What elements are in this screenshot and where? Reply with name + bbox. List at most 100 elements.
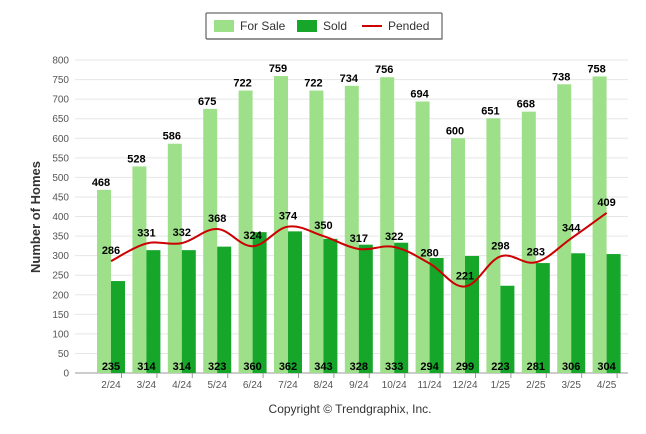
for-sale-bar — [451, 138, 465, 373]
sold-value-label: 281 — [527, 361, 545, 373]
sold-bar — [323, 238, 338, 373]
legend: For Sale Sold Pended — [205, 12, 443, 40]
sold-bar — [571, 253, 586, 373]
sold-bar — [358, 244, 373, 373]
bars — [97, 76, 621, 374]
pended-value-label: 350 — [314, 220, 332, 232]
y-tick-label: 500 — [52, 173, 69, 184]
for-sale-bar — [380, 77, 395, 373]
pended-value-label: 283 — [527, 246, 545, 258]
y-tick-label: 150 — [52, 310, 69, 321]
y-tick-label: 200 — [52, 290, 69, 301]
y-tick-label: 450 — [52, 192, 69, 203]
for-sale-value-label: 600 — [446, 125, 464, 137]
for-sale-bar — [167, 143, 182, 373]
pended-value-label: 322 — [385, 231, 403, 243]
x-tick-label: 8/24 — [314, 380, 334, 391]
x-tick-label: 6/24 — [243, 380, 263, 391]
sold-bar — [217, 246, 232, 373]
y-tick-label: 750 — [52, 75, 69, 86]
for-sale-value-label: 694 — [410, 88, 429, 100]
x-tick-label: 2/25 — [526, 380, 546, 391]
pended-value-label: 324 — [243, 230, 262, 242]
sold-value-label: 323 — [208, 361, 226, 373]
pended-value-label: 286 — [102, 245, 120, 257]
sold-value-label: 343 — [314, 361, 332, 373]
x-tick-label: 3/25 — [561, 380, 581, 391]
legend-label: Pended — [388, 19, 429, 33]
for-sale-bar — [203, 108, 218, 373]
pended-value-label: 409 — [597, 197, 615, 209]
sold-value-label: 328 — [350, 361, 368, 373]
legend-label: For Sale — [240, 19, 286, 33]
pended-line-layer — [110, 212, 608, 288]
y-axis-ticks: 0 50 100 150 200 250 300 350 400 450 500 550 600 650 7… — [52, 56, 69, 380]
pended-value-label: 317 — [350, 233, 368, 245]
for-sale-bar — [238, 90, 253, 373]
value-labels: 468 235 528 314 586 314 675 323 722 360 759 362 722 3… — [92, 63, 617, 373]
x-tick-label: 9/24 — [349, 380, 369, 391]
for-sale-bar — [309, 90, 324, 373]
y-tick-label: 650 — [52, 114, 69, 125]
for-sale-value-label: 722 — [304, 78, 322, 90]
for-sale-value-label: 528 — [127, 153, 145, 165]
x-tick-label: 4/25 — [597, 380, 617, 391]
y-tick-label: 700 — [52, 95, 69, 106]
y-tick-label: 350 — [52, 232, 69, 243]
sold-bar — [500, 285, 515, 373]
y-tick-label: 400 — [52, 212, 69, 223]
sold-value-label: 304 — [597, 361, 616, 373]
for-sale-value-label: 651 — [481, 105, 499, 117]
legend-shadow — [207, 38, 443, 40]
y-tick-label: 50 — [58, 349, 70, 360]
sold-value-label: 314 — [137, 361, 156, 373]
for-sale-value-label: 675 — [198, 96, 216, 108]
for-sale-bar — [344, 85, 359, 373]
legend-swatch — [214, 20, 234, 32]
sold-bar — [429, 257, 444, 373]
sold-bar — [111, 281, 125, 373]
y-tick-label: 250 — [52, 271, 69, 282]
sold-value-label: 306 — [562, 361, 580, 373]
x-tick-label: 7/24 — [278, 380, 298, 391]
legend-label: Sold — [323, 19, 347, 33]
pended-value-label: 344 — [562, 222, 581, 234]
y-tick-label: 100 — [52, 329, 69, 340]
y-tick-label: 0 — [63, 369, 69, 380]
sold-value-label: 294 — [420, 361, 439, 373]
pended-value-label: 221 — [456, 271, 474, 283]
x-tick-label: 10/24 — [382, 380, 407, 391]
sold-value-label: 360 — [243, 361, 261, 373]
sold-value-label: 314 — [173, 361, 192, 373]
y-axis-title: Number of Homes — [28, 161, 43, 273]
x-axis-ticks: 2/24 3/24 4/24 5/24 6/24 7/24 8/24 9/24 10/24 11/… — [101, 373, 618, 391]
for-sale-bar — [521, 111, 536, 374]
sold-bar — [181, 250, 196, 373]
x-tick-label: 5/24 — [207, 380, 227, 391]
for-sale-value-label: 468 — [92, 177, 110, 189]
for-sale-bar — [486, 118, 501, 373]
sold-bar — [535, 263, 550, 373]
sold-bar — [146, 250, 161, 373]
sold-bar — [606, 254, 621, 373]
pended-value-label: 368 — [208, 213, 226, 225]
copyright-text: Copyright © Trendgraphix, Inc. — [269, 402, 432, 416]
sold-value-label: 299 — [456, 361, 474, 373]
for-sale-bar — [592, 76, 607, 374]
y-tick-label: 550 — [52, 153, 69, 164]
for-sale-bar — [132, 166, 147, 373]
pended-value-label: 332 — [173, 227, 191, 239]
x-tick-label: 2/24 — [101, 380, 121, 391]
for-sale-value-label: 734 — [340, 73, 359, 85]
sold-value-label: 223 — [491, 361, 509, 373]
pended-value-label: 331 — [137, 227, 155, 239]
x-tick-label: 3/24 — [137, 380, 157, 391]
for-sale-value-label: 758 — [587, 63, 605, 75]
for-sale-value-label: 759 — [269, 63, 287, 75]
pended-line — [110, 212, 608, 288]
x-tick-label: 1/25 — [491, 380, 511, 391]
sold-value-label: 235 — [102, 361, 120, 373]
legend-swatch — [297, 20, 317, 32]
